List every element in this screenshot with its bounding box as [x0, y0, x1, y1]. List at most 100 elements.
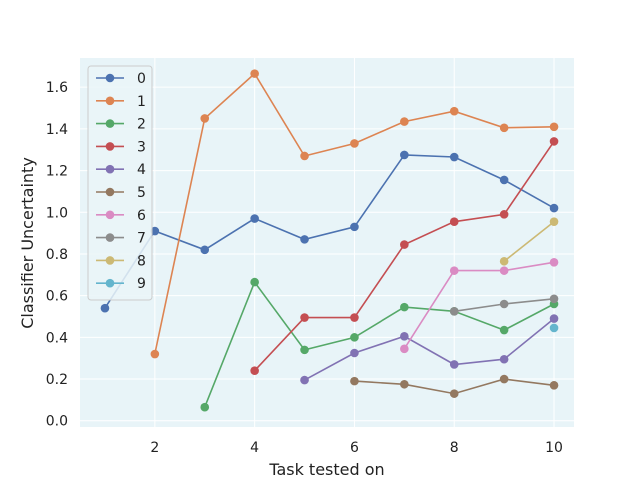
x-tick-label: 8 — [450, 440, 459, 456]
x-tick-label: 10 — [545, 440, 563, 456]
data-point — [449, 360, 459, 369]
series-line-0 — [104, 154, 555, 309]
data-point — [499, 325, 509, 335]
data-point — [499, 266, 509, 275]
data-point — [549, 323, 559, 333]
data-point — [549, 258, 559, 267]
data-point — [499, 256, 509, 266]
legend-entry: 0 — [96, 71, 146, 87]
legend-entry: 8 — [96, 253, 146, 269]
data-point — [449, 106, 459, 116]
data-point — [300, 345, 309, 355]
data-point — [400, 344, 409, 354]
legend-swatch-marker — [105, 96, 115, 106]
data-point — [200, 114, 210, 123]
legend-label: 7 — [137, 231, 146, 247]
series-5 — [350, 374, 559, 398]
data-point — [449, 306, 459, 316]
legend-label: 1 — [137, 94, 146, 110]
legend-swatch-marker — [105, 278, 115, 288]
data-point — [449, 389, 459, 398]
legend-label: 6 — [137, 208, 146, 224]
series-line-4 — [304, 317, 555, 381]
legend-label: 8 — [137, 253, 146, 269]
tick-labels: 0.0 0.2 0.4 0.6 0.8 1.0 1.2 1.4 1.6 2 4 6 8 10 — [46, 80, 563, 456]
data-point — [499, 354, 509, 364]
data-point — [549, 137, 559, 146]
series-1 — [150, 69, 559, 359]
data-point — [449, 217, 459, 226]
data-point — [300, 151, 309, 161]
data-point — [499, 299, 509, 309]
data-point — [549, 203, 559, 213]
legend-label: 3 — [137, 139, 146, 155]
y-tick-label: 1.2 — [46, 164, 68, 180]
data-point — [150, 349, 160, 359]
y-tick-label: 1.0 — [46, 205, 68, 221]
data-point — [549, 294, 559, 304]
data-point — [350, 222, 359, 232]
legend-frame — [87, 65, 153, 301]
data-point — [400, 117, 409, 126]
legend-swatch-marker — [105, 73, 115, 83]
data-point — [549, 122, 559, 132]
data-point — [400, 240, 409, 249]
data-point — [400, 379, 409, 389]
data-point — [549, 314, 559, 323]
legend-swatch-marker — [105, 142, 115, 151]
legend-swatch-marker — [105, 187, 115, 197]
legend-entry: 2 — [96, 117, 146, 133]
legend-swatch-marker — [105, 256, 115, 265]
series-line-2 — [203, 280, 555, 408]
data-point — [400, 302, 409, 312]
data-point — [400, 150, 409, 160]
series-7 — [449, 294, 559, 316]
legend-label: 0 — [137, 71, 146, 87]
x-tick-label: 2 — [150, 440, 159, 456]
y-tick-label: 0.6 — [46, 289, 68, 305]
series-6 — [400, 258, 559, 354]
data-point — [300, 375, 309, 385]
legend-swatch-marker — [105, 164, 115, 174]
legend-entry: 3 — [96, 139, 146, 155]
legend-entry: 7 — [96, 231, 146, 247]
data-point — [400, 332, 409, 341]
series-0 — [100, 150, 559, 313]
y-tick-label: 1.6 — [46, 80, 68, 96]
series-lines — [100, 69, 559, 412]
data-point — [499, 210, 509, 219]
legend-entry: 6 — [96, 208, 146, 224]
data-point — [350, 313, 359, 322]
series-8 — [499, 217, 559, 266]
data-point — [350, 348, 359, 358]
y-axis-label: Classifier Uncertainty — [18, 157, 37, 329]
data-point — [100, 303, 110, 313]
data-point — [350, 376, 359, 386]
legend-entry: 5 — [96, 185, 146, 201]
legend-label: 2 — [137, 117, 146, 133]
data-point — [499, 123, 509, 133]
data-point — [250, 366, 259, 376]
data-point — [200, 402, 210, 412]
data-point — [350, 333, 359, 342]
legend-swatch-marker — [105, 210, 115, 220]
legend: 0 1 2 3 4 5 6 7 8 9 — [87, 65, 153, 301]
y-tick-label: 0.2 — [46, 372, 68, 388]
x-tick-label: 6 — [350, 440, 359, 456]
series-9 — [549, 323, 559, 333]
legend-label: 9 — [137, 276, 146, 292]
data-point — [549, 217, 559, 226]
legend-label: 4 — [137, 162, 146, 178]
x-axis-label: Task tested on — [268, 460, 384, 479]
plot-background — [80, 58, 574, 427]
data-point — [150, 226, 160, 236]
data-point — [449, 152, 459, 162]
data-point — [449, 266, 459, 275]
series-3 — [250, 137, 559, 376]
data-point — [350, 139, 359, 148]
series-line-6 — [403, 261, 555, 350]
data-point — [250, 277, 259, 287]
series-4 — [300, 314, 559, 385]
legend-swatch-marker — [105, 233, 115, 242]
